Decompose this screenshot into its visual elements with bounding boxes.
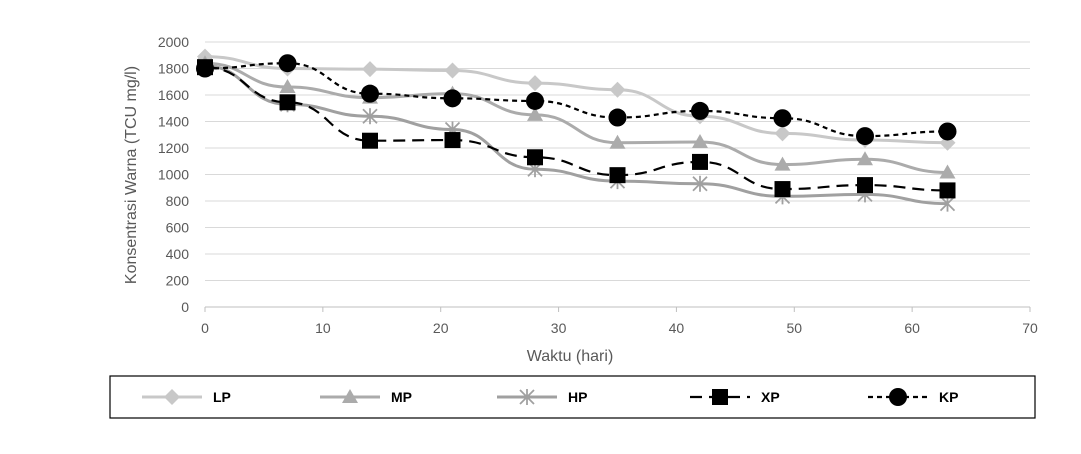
series-layer [196, 48, 957, 212]
data-point-xp [279, 94, 296, 111]
legend: LP MP HP XP KP [142, 388, 958, 406]
x-tick-label: 70 [1022, 320, 1038, 336]
y-tick-label: 400 [166, 246, 190, 262]
y-tick-label: 1600 [158, 87, 189, 103]
data-point-kp [773, 109, 792, 128]
data-point-lp [362, 61, 378, 78]
data-point-kp [856, 127, 874, 146]
legend-label-hp: HP [568, 389, 587, 405]
axes: 0 200 400 600 800 1000 1200 1400 1600 1800 2000 0 10… [158, 34, 1038, 336]
y-tick-label: 2000 [158, 34, 189, 50]
data-point-xp [609, 167, 626, 184]
x-tick-label: 20 [433, 320, 449, 336]
y-tick-label: 1400 [158, 114, 189, 130]
data-point-mp [774, 156, 791, 171]
data-point-kp [938, 122, 957, 141]
data-point-kp [361, 84, 379, 103]
data-point-lp [444, 62, 461, 79]
data-point-hp [692, 175, 708, 192]
y-axis-title: Konsentrasi Warna (TCU mg/l) [123, 66, 140, 284]
y-tick-label: 1200 [158, 140, 189, 156]
legend-marker-lp [164, 389, 180, 405]
data-point-xp [857, 177, 873, 194]
x-tick-label: 50 [786, 320, 802, 336]
y-tick-label: 1000 [158, 167, 189, 183]
x-tick-label: 0 [201, 320, 209, 336]
data-point-kp [278, 54, 297, 73]
y-tick-label: 200 [166, 273, 190, 289]
y-tick-label: 1800 [158, 61, 189, 77]
series-line-lp [204, 55, 948, 145]
data-point-kp [691, 101, 709, 120]
legend-label-lp: LP [213, 389, 231, 405]
legend-label-kp: KP [939, 389, 958, 405]
data-point-mp [939, 164, 956, 179]
data-point-kp [443, 89, 462, 108]
data-point-lp [527, 75, 543, 92]
y-tick-label: 0 [181, 299, 189, 315]
x-tick-label: 60 [904, 320, 920, 336]
legend-marker-kp [889, 388, 907, 406]
x-tick-label: 30 [551, 320, 567, 336]
data-point-hp [362, 108, 378, 125]
legend-label-mp: MP [391, 389, 412, 405]
data-point-xp [774, 181, 791, 198]
series-line-kp [204, 62, 948, 138]
x-axis-title: Waktu (hari) [527, 348, 614, 365]
data-point-mp [692, 134, 708, 149]
data-point-xp [362, 132, 378, 149]
data-point-xp [527, 149, 543, 166]
data-point-kp [196, 59, 214, 78]
data-point-mp [857, 151, 873, 166]
series-line-xp [204, 66, 948, 192]
legend-marker-mp [342, 389, 358, 403]
x-tick-label: 10 [315, 320, 331, 336]
data-point-kp [526, 91, 544, 110]
series-line-mp [204, 61, 948, 175]
data-point-mp [609, 134, 626, 149]
data-point-xp [692, 153, 708, 170]
data-point-mp [279, 79, 296, 94]
x-tick-label: 40 [669, 320, 685, 336]
data-point-lp [774, 125, 791, 142]
data-point-xp [939, 182, 956, 199]
legend-label-xp: XP [761, 389, 780, 405]
series-line-hp [204, 64, 948, 206]
legend-marker-xp [712, 389, 728, 405]
data-point-kp [608, 108, 627, 127]
data-point-mp [527, 106, 543, 121]
y-tick-label: 800 [166, 193, 190, 209]
data-point-lp [609, 81, 626, 98]
legend-marker-hp [519, 389, 535, 405]
y-tick-label: 600 [166, 220, 190, 236]
data-point-xp [444, 132, 461, 149]
